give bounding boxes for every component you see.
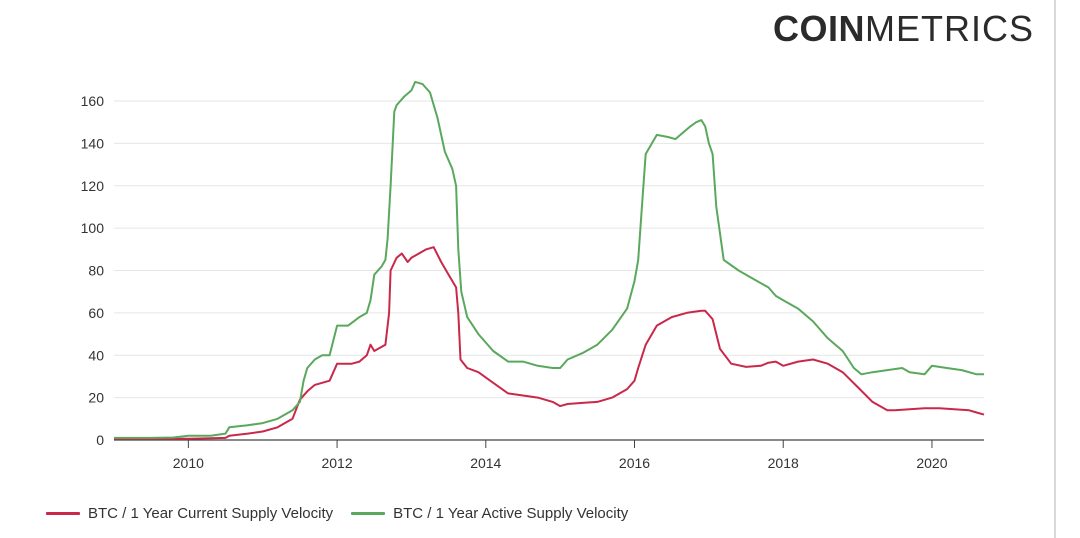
legend-item-active[interactable]: BTC / 1 Year Active Supply Velocity <box>351 505 628 522</box>
grid-lines <box>114 100 984 399</box>
axes <box>114 439 984 448</box>
legend-swatch-current <box>46 512 80 515</box>
series-lines <box>114 80 985 440</box>
x-tick-label-2020: 2020 <box>916 455 947 471</box>
y-tick-label-60: 60 <box>88 305 104 321</box>
legend: BTC / 1 Year Current Supply Velocity BTC… <box>46 505 628 522</box>
line-chart: 0 20 40 60 80 100 120 140 160 2010 2012 2014 2016 201… <box>81 80 985 471</box>
chart-frame <box>1054 0 1056 538</box>
y-tick-label-100: 100 <box>81 220 105 236</box>
logo-text-light: METRICS <box>865 8 1034 49</box>
series-line-1 <box>114 80 984 439</box>
legend-swatch-active <box>351 512 386 515</box>
x-tick-label-2012: 2012 <box>321 455 352 471</box>
x-tick-label-2016: 2016 <box>619 455 650 471</box>
x-tick-label-2014: 2014 <box>470 455 501 471</box>
legend-item-current[interactable]: BTC / 1 Year Current Supply Velocity <box>46 505 333 522</box>
y-tick-label-20: 20 <box>88 390 104 406</box>
legend-label-current: BTC / 1 Year Current Supply Velocity <box>88 505 334 522</box>
coinmetrics-logo: COINMETRICS <box>773 8 1034 50</box>
tick-labels: 0 20 40 60 80 100 120 140 160 2010 2012 2014 2016 201… <box>81 93 948 471</box>
y-tick-label-160: 160 <box>81 93 105 109</box>
y-tick-label-80: 80 <box>88 263 104 279</box>
series-line-0 <box>114 246 985 440</box>
x-tick-label-2010: 2010 <box>173 455 204 471</box>
y-tick-label-140: 140 <box>81 135 105 151</box>
y-tick-label-40: 40 <box>88 347 104 363</box>
y-tick-label-120: 120 <box>81 178 105 194</box>
x-tick-label-2018: 2018 <box>768 455 799 471</box>
logo-text-bold: COIN <box>773 8 865 49</box>
legend-label-active: BTC / 1 Year Active Supply Velocity <box>393 505 629 522</box>
y-tick-label-0: 0 <box>96 432 104 448</box>
